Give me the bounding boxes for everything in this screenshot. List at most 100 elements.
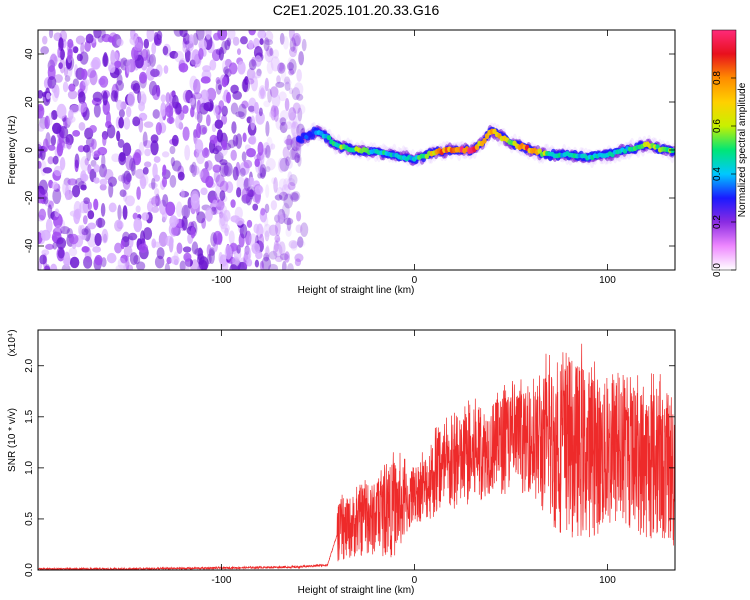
noise-blob — [229, 264, 238, 270]
noise-blob — [210, 232, 218, 247]
noise-blob — [81, 68, 88, 81]
noise-blob — [92, 246, 102, 253]
noise-blob — [292, 42, 298, 54]
noise-blob — [116, 73, 123, 86]
noise-blob — [47, 156, 54, 165]
noise-blob — [142, 167, 149, 175]
noise-blob — [253, 101, 259, 114]
noise-blob — [283, 36, 289, 50]
noise-blob — [117, 204, 122, 221]
noise-blob — [265, 184, 270, 199]
noise-blob — [272, 49, 280, 59]
noise-blob — [213, 104, 219, 116]
noise-blob — [219, 180, 229, 193]
noise-blob — [95, 217, 106, 228]
noise-blob — [219, 190, 226, 201]
noise-blob — [223, 66, 229, 75]
noise-blob — [244, 75, 249, 86]
noise-blob — [131, 46, 139, 61]
noise-blob — [83, 197, 90, 205]
noise-blob — [110, 90, 118, 102]
noise-blob — [115, 264, 126, 270]
noise-blob — [288, 30, 295, 42]
noise-blob — [279, 213, 289, 221]
noise-blob — [156, 247, 165, 260]
noise-blob — [277, 157, 286, 173]
noise-blob — [182, 43, 189, 53]
noise-blob — [212, 164, 222, 173]
noise-blob — [268, 110, 275, 118]
noise-blob — [158, 231, 168, 247]
noise-blob — [291, 120, 296, 136]
noise-blob — [62, 81, 69, 93]
noise-blob — [189, 50, 200, 66]
noise-blob — [226, 91, 232, 104]
noise-blob — [162, 45, 169, 56]
noise-blob — [148, 197, 158, 205]
noise-blob — [53, 213, 63, 229]
noise-blob — [67, 178, 78, 186]
noise-blob — [125, 154, 134, 171]
noise-blob — [272, 243, 283, 258]
y-tick-label: 40 — [24, 48, 35, 60]
noise-blob — [290, 192, 299, 203]
noise-blob — [258, 233, 265, 249]
noise-blob — [170, 157, 175, 167]
noise-blob — [256, 223, 264, 239]
noise-blob — [129, 252, 139, 266]
noise-blob — [239, 167, 246, 177]
noise-blob — [270, 104, 277, 121]
noise-blob — [270, 105, 279, 117]
noise-blob — [93, 150, 101, 158]
snr-x-ticks: -100 0 100 — [211, 330, 616, 586]
noise-blob — [270, 200, 278, 211]
noise-blob — [198, 170, 204, 179]
noise-blob — [38, 179, 49, 195]
noise-blob — [52, 122, 62, 135]
noise-blob — [89, 70, 98, 86]
spectrogram-x-ticks: -100 0 100 — [211, 30, 616, 286]
noise-blob — [175, 201, 183, 218]
noise-blob — [247, 105, 256, 112]
noise-blob — [82, 144, 91, 153]
y-tick-label: 20 — [24, 96, 35, 108]
noise-blob — [189, 97, 196, 106]
noise-blob — [139, 173, 149, 187]
noise-blob — [68, 233, 79, 245]
noise-blob — [78, 224, 83, 235]
noise-blob — [125, 172, 133, 183]
noise-blob — [59, 157, 66, 171]
noise-blob — [126, 58, 131, 75]
noise-blob — [231, 121, 237, 134]
noise-blob — [297, 104, 306, 115]
noise-blob — [122, 231, 130, 243]
noise-blob — [281, 202, 290, 219]
colorbar-label: Normalized spectral amplitude — [737, 82, 748, 217]
noise-blob — [143, 121, 154, 128]
spectrogram-x-axis-label: Height of straight line (km) — [298, 285, 415, 296]
noise-blob — [79, 80, 86, 92]
noise-blob — [278, 191, 289, 201]
noise-blob — [224, 244, 233, 260]
noise-blob — [291, 87, 301, 101]
noise-blob — [151, 177, 156, 190]
noise-blob — [205, 160, 213, 171]
noise-blob — [80, 184, 87, 191]
noise-blob — [244, 177, 249, 188]
noise-blob — [181, 215, 188, 231]
noise-blob — [251, 242, 261, 254]
noise-blob — [151, 42, 157, 55]
noise-blob — [288, 58, 297, 75]
noise-blob — [78, 122, 86, 131]
noise-blob — [271, 93, 281, 108]
noise-blob — [160, 102, 166, 117]
noise-blob — [80, 173, 89, 182]
noise-blob — [264, 77, 269, 92]
noise-blob — [177, 171, 185, 181]
noise-blob — [290, 240, 298, 251]
noise-blob — [68, 83, 76, 92]
noise-blob — [123, 245, 133, 258]
noise-blob — [264, 216, 269, 227]
noise-blob — [275, 220, 281, 237]
noise-blob — [221, 140, 228, 151]
